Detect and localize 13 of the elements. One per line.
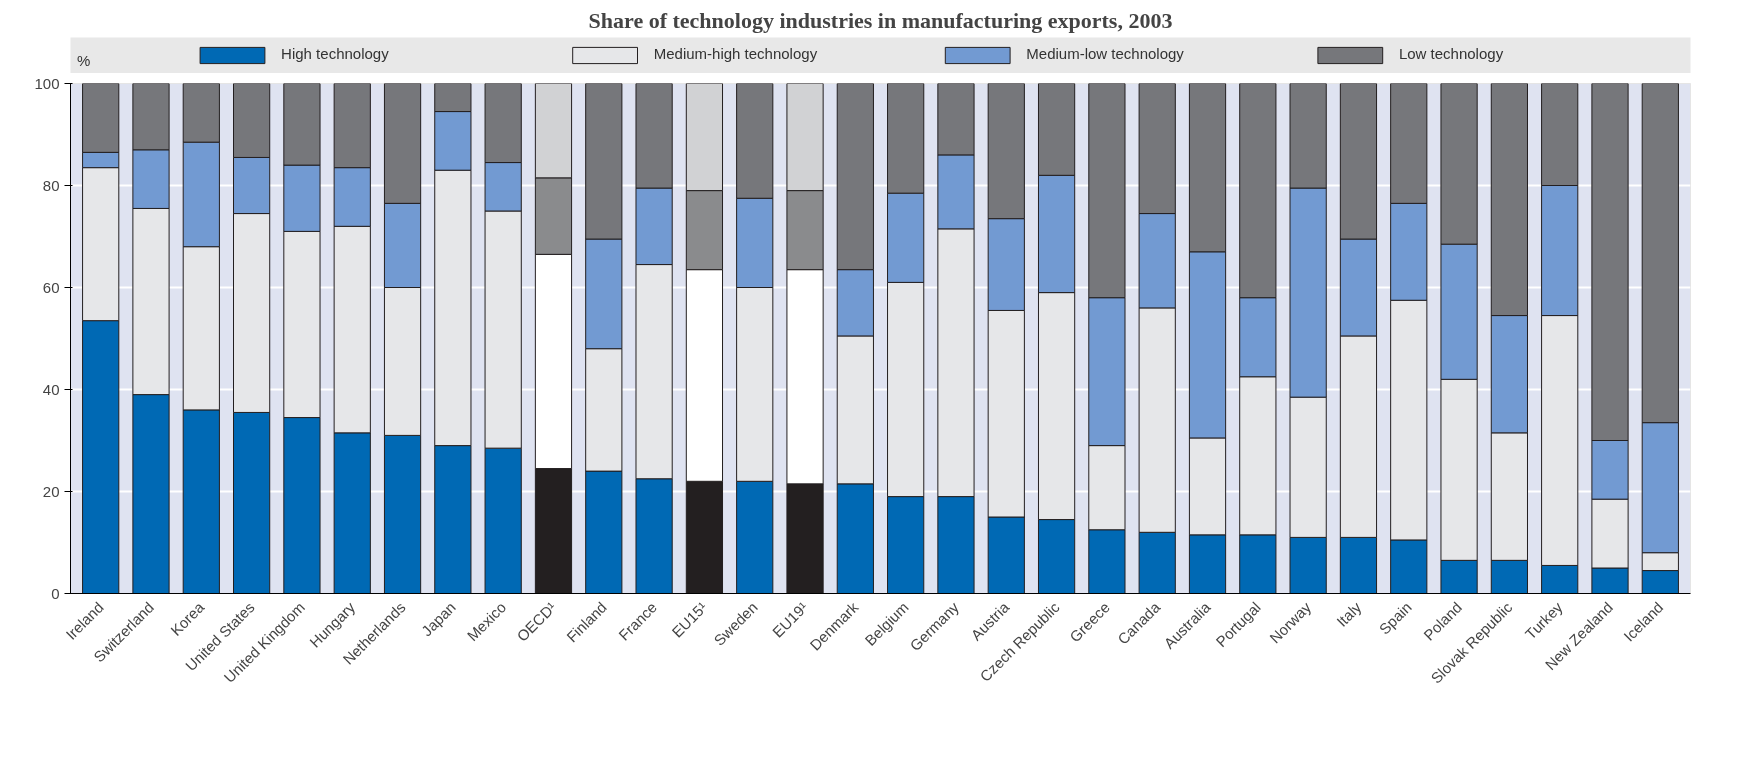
y-axis-title: % [76, 52, 91, 70]
legend-label: Medium-low technology [1026, 45, 1185, 63]
y-tick-label: 20 [42, 482, 60, 500]
x-tick-label: Italy [1332, 598, 1365, 630]
y-tick-label: 100 [34, 74, 60, 92]
y-tick-label: 60 [42, 278, 60, 296]
y-tick-label: 80 [42, 176, 60, 194]
legend-label: Low technology [1398, 45, 1504, 63]
y-tick-label: 40 [42, 380, 60, 398]
y-tick-label: 0 [51, 584, 60, 602]
legend-label: Medium-high technology [653, 45, 818, 63]
chart-title: Share of technology industries in manufacturing exports, 2003 [588, 7, 1173, 33]
legend-label: High technology [281, 45, 390, 63]
